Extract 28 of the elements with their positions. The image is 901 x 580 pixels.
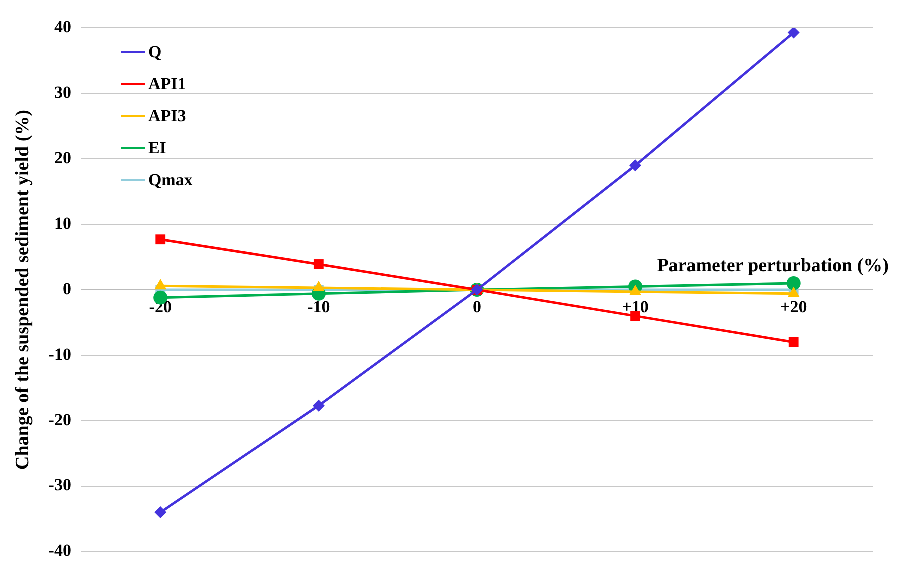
point: [786, 276, 801, 290]
point: [312, 281, 325, 292]
y-tick-label: -40: [48, 541, 72, 560]
y-tick-label: 40: [54, 18, 72, 37]
y-tick-label: -20: [48, 410, 72, 430]
x-tick-label: -10: [308, 298, 330, 317]
legend-label: EI: [148, 138, 167, 158]
legend-label: API1: [148, 74, 186, 94]
y-tick-label: 10: [54, 214, 72, 233]
point: [314, 260, 324, 270]
y-tick-label: -10: [48, 344, 72, 364]
x-tick-label: 0: [472, 298, 482, 317]
legend-label: API3: [148, 106, 186, 126]
point: [154, 506, 167, 519]
y-tick-label: 30: [54, 83, 72, 102]
point: [312, 400, 325, 412]
point: [630, 160, 642, 172]
y-tick-label: 0: [62, 279, 72, 298]
y-tick-label: -30: [48, 476, 72, 495]
y-tick-label: 20: [54, 148, 72, 168]
y-axis-title: Change of the suspended sediment yield (%): [12, 110, 34, 470]
point: [788, 337, 799, 348]
x-axis-title: Parameter perturbation (%): [657, 255, 889, 276]
point: [156, 234, 166, 245]
x-tick-label: +20: [780, 298, 808, 317]
legend-label: Qmax: [148, 170, 194, 190]
legend-label: Q: [148, 42, 162, 62]
point: [788, 28, 800, 39]
